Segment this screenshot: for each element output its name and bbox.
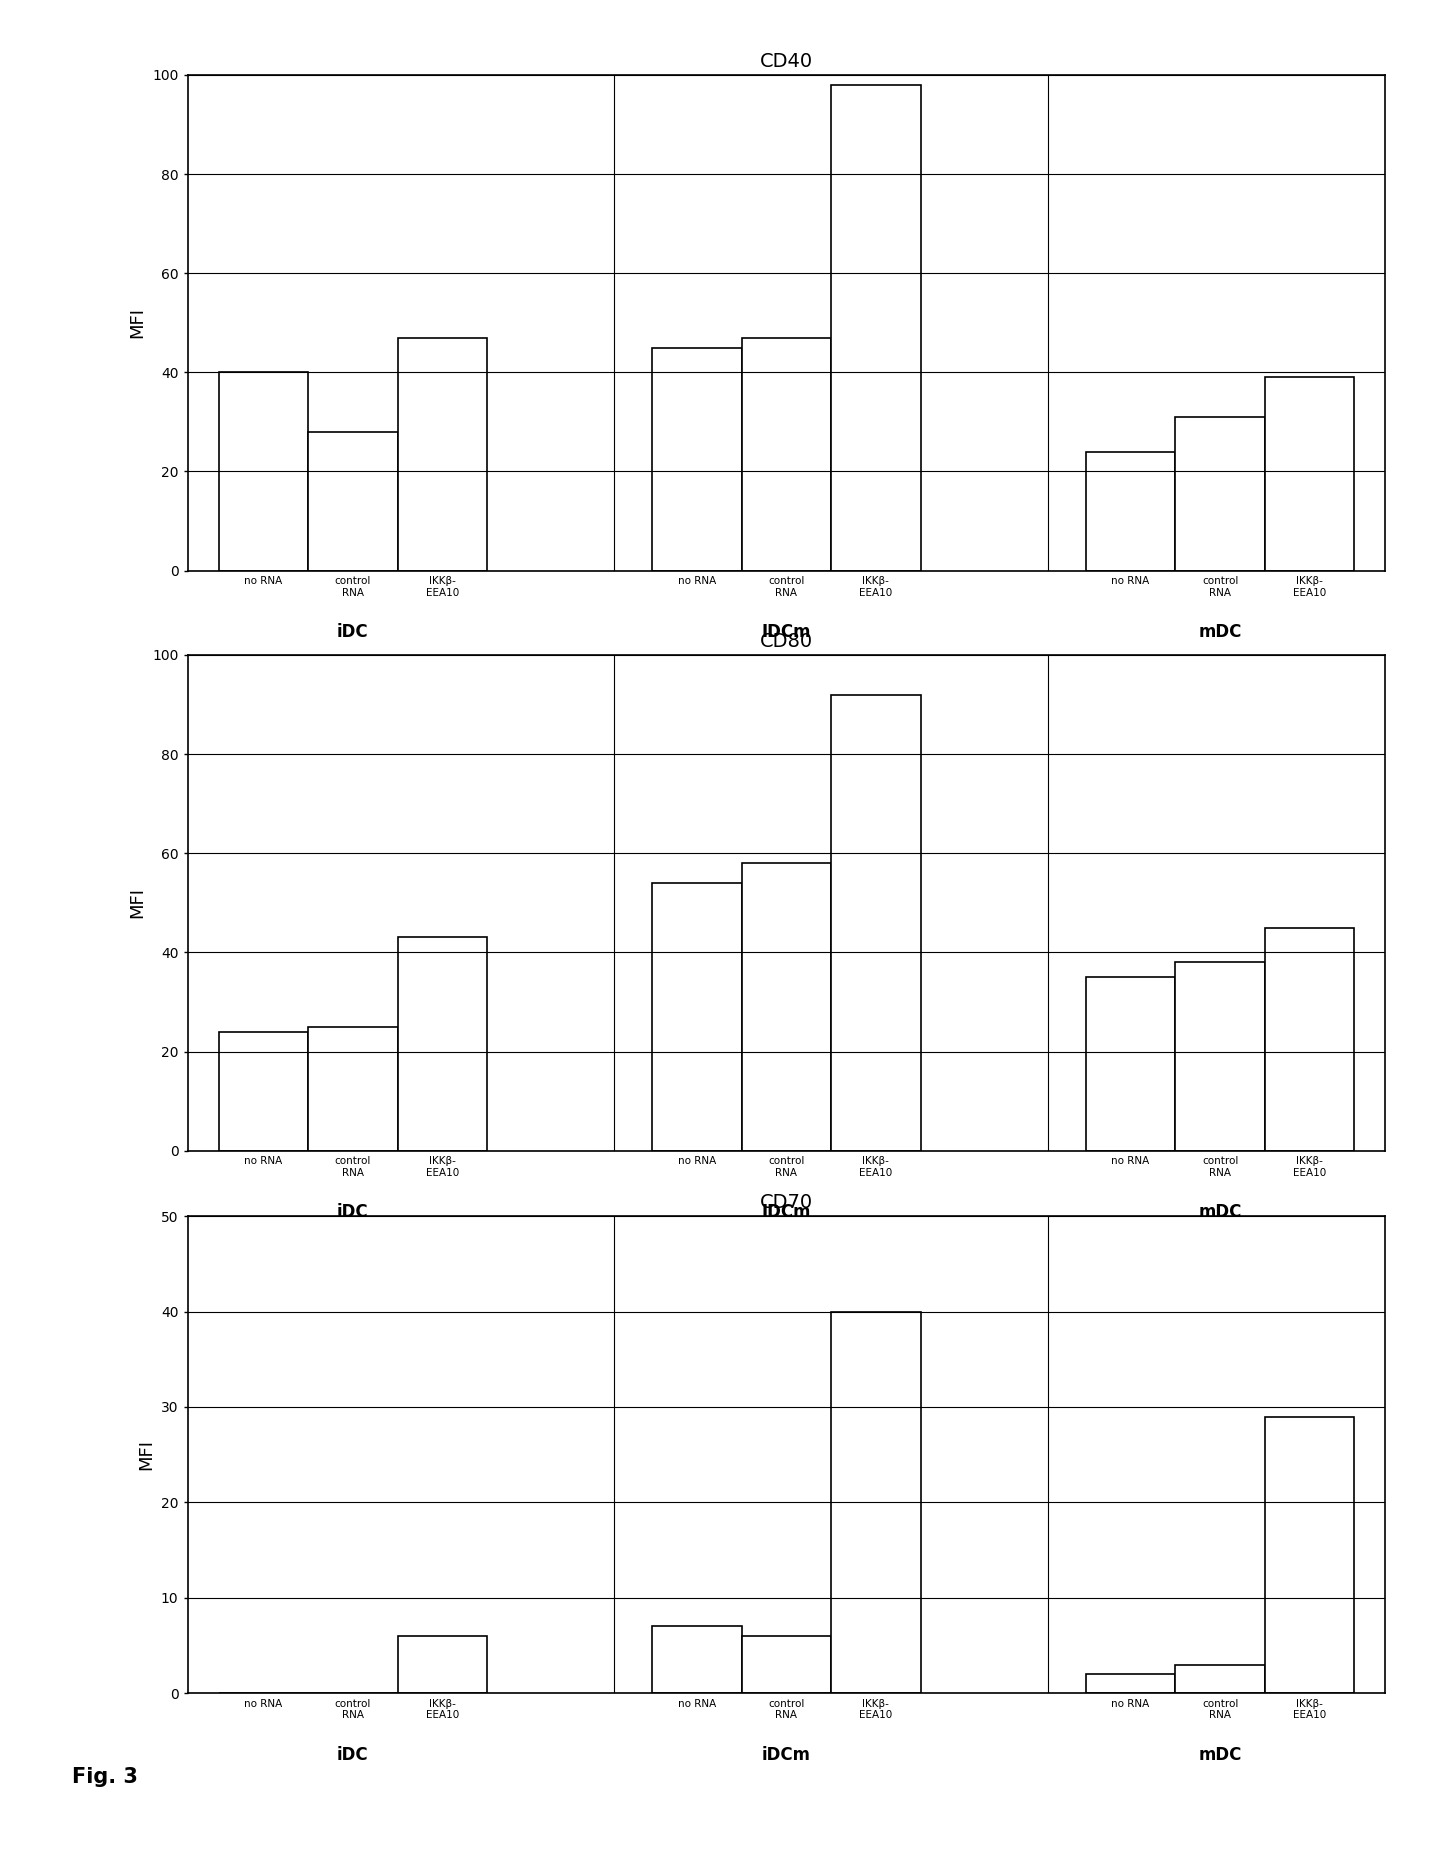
Text: IDCm: IDCm: [762, 1203, 811, 1222]
Text: control
RNA: control RNA: [1202, 1156, 1238, 1179]
Bar: [307, 432, 397, 571]
Y-axis label: MFI: MFI: [128, 307, 147, 339]
Text: no RNA: no RNA: [678, 576, 716, 586]
Text: no RNA: no RNA: [244, 576, 283, 586]
Text: control
RNA: control RNA: [335, 576, 371, 599]
Text: IKKβ-
EEA10: IKKβ- EEA10: [859, 1699, 893, 1721]
Bar: [831, 84, 921, 571]
Text: IKKβ-
EEA10: IKKβ- EEA10: [859, 1156, 893, 1179]
Bar: [307, 1027, 397, 1151]
Bar: [218, 372, 307, 571]
Text: IKKβ-
EEA10: IKKβ- EEA10: [1293, 576, 1326, 599]
Text: iDC: iDC: [338, 1746, 368, 1764]
Text: IDCm: IDCm: [762, 623, 811, 642]
Bar: [742, 1635, 831, 1693]
Bar: [1087, 977, 1176, 1151]
Bar: [218, 1031, 307, 1151]
Text: IKKβ-
EEA10: IKKβ- EEA10: [859, 576, 893, 599]
Text: IKKβ-
EEA10: IKKβ- EEA10: [1293, 1699, 1326, 1721]
Bar: [1087, 1675, 1176, 1693]
Text: control
RNA: control RNA: [1202, 1699, 1238, 1721]
Bar: [1176, 417, 1266, 571]
Title: CD80: CD80: [760, 632, 812, 651]
Bar: [652, 1626, 742, 1693]
Bar: [652, 883, 742, 1151]
Text: mDC: mDC: [1198, 1203, 1242, 1222]
Text: control
RNA: control RNA: [335, 1156, 371, 1179]
Bar: [397, 1635, 486, 1693]
Text: IKKβ-
EEA10: IKKβ- EEA10: [426, 1699, 459, 1721]
Text: iDC: iDC: [338, 623, 368, 642]
Bar: [1087, 451, 1176, 571]
Text: IKKβ-
EEA10: IKKβ- EEA10: [426, 1156, 459, 1179]
Text: iDC: iDC: [338, 1203, 368, 1222]
Bar: [397, 337, 486, 571]
Bar: [397, 937, 486, 1151]
Text: control
RNA: control RNA: [768, 576, 805, 599]
Text: Fig. 3: Fig. 3: [72, 1766, 139, 1787]
Text: no RNA: no RNA: [244, 1156, 283, 1166]
Bar: [831, 694, 921, 1151]
Text: mDC: mDC: [1198, 1746, 1242, 1764]
Text: no RNA: no RNA: [678, 1699, 716, 1708]
Text: IKKβ-
EEA10: IKKβ- EEA10: [1293, 1156, 1326, 1179]
Text: control
RNA: control RNA: [768, 1156, 805, 1179]
Text: no RNA: no RNA: [1111, 576, 1150, 586]
Text: IKKβ-
EEA10: IKKβ- EEA10: [426, 576, 459, 599]
Text: no RNA: no RNA: [244, 1699, 283, 1708]
Text: control
RNA: control RNA: [1202, 576, 1238, 599]
Y-axis label: MFI: MFI: [137, 1439, 156, 1471]
Text: no RNA: no RNA: [1111, 1699, 1150, 1708]
Bar: [652, 348, 742, 571]
Title: CD70: CD70: [760, 1194, 812, 1212]
Y-axis label: MFI: MFI: [128, 887, 147, 919]
Bar: [1176, 1665, 1266, 1693]
Bar: [1176, 962, 1266, 1151]
Bar: [1266, 378, 1355, 571]
Bar: [742, 863, 831, 1151]
Text: mDC: mDC: [1198, 623, 1242, 642]
Bar: [831, 1312, 921, 1693]
Text: no RNA: no RNA: [678, 1156, 716, 1166]
Bar: [1266, 1416, 1355, 1693]
Bar: [742, 337, 831, 571]
Text: control
RNA: control RNA: [768, 1699, 805, 1721]
Text: control
RNA: control RNA: [335, 1699, 371, 1721]
Title: CD40: CD40: [760, 52, 812, 71]
Text: iDCm: iDCm: [762, 1746, 811, 1764]
Bar: [1266, 928, 1355, 1151]
Text: no RNA: no RNA: [1111, 1156, 1150, 1166]
